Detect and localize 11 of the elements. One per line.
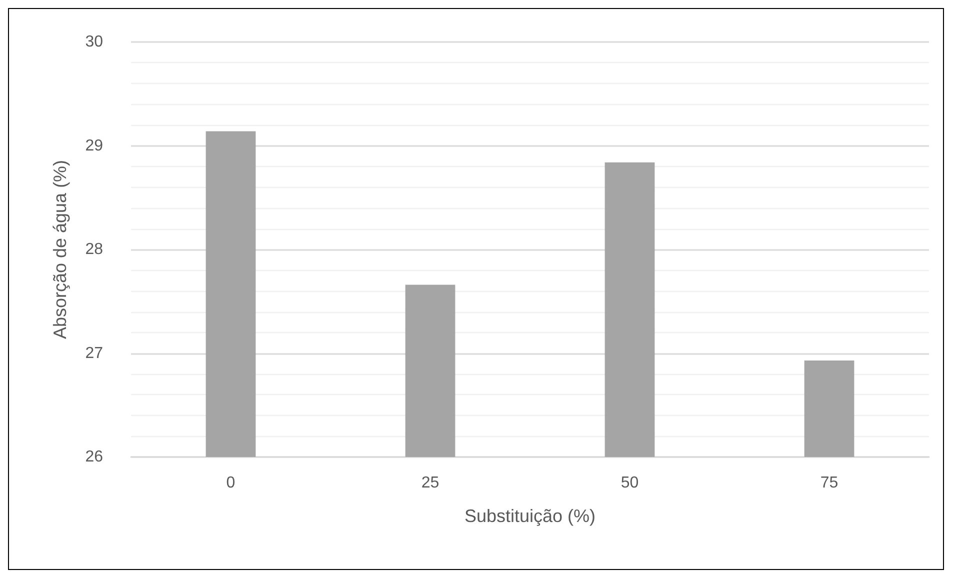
y-tick-label: 27 (85, 344, 104, 362)
y-axis-title: Absorção de água (%) (50, 160, 70, 340)
x-axis-title: Substituição (%) (464, 506, 596, 526)
y-tick-label: 30 (85, 34, 104, 50)
x-tick-label: 25 (421, 474, 440, 492)
x-tick-label: 0 (226, 474, 236, 492)
x-tick-label: 75 (820, 474, 838, 492)
y-tick-label: 26 (85, 448, 104, 466)
y-tick-label: 28 (85, 241, 104, 258)
y-tick-label: 29 (85, 137, 104, 154)
x-tick-label: 50 (620, 474, 639, 492)
